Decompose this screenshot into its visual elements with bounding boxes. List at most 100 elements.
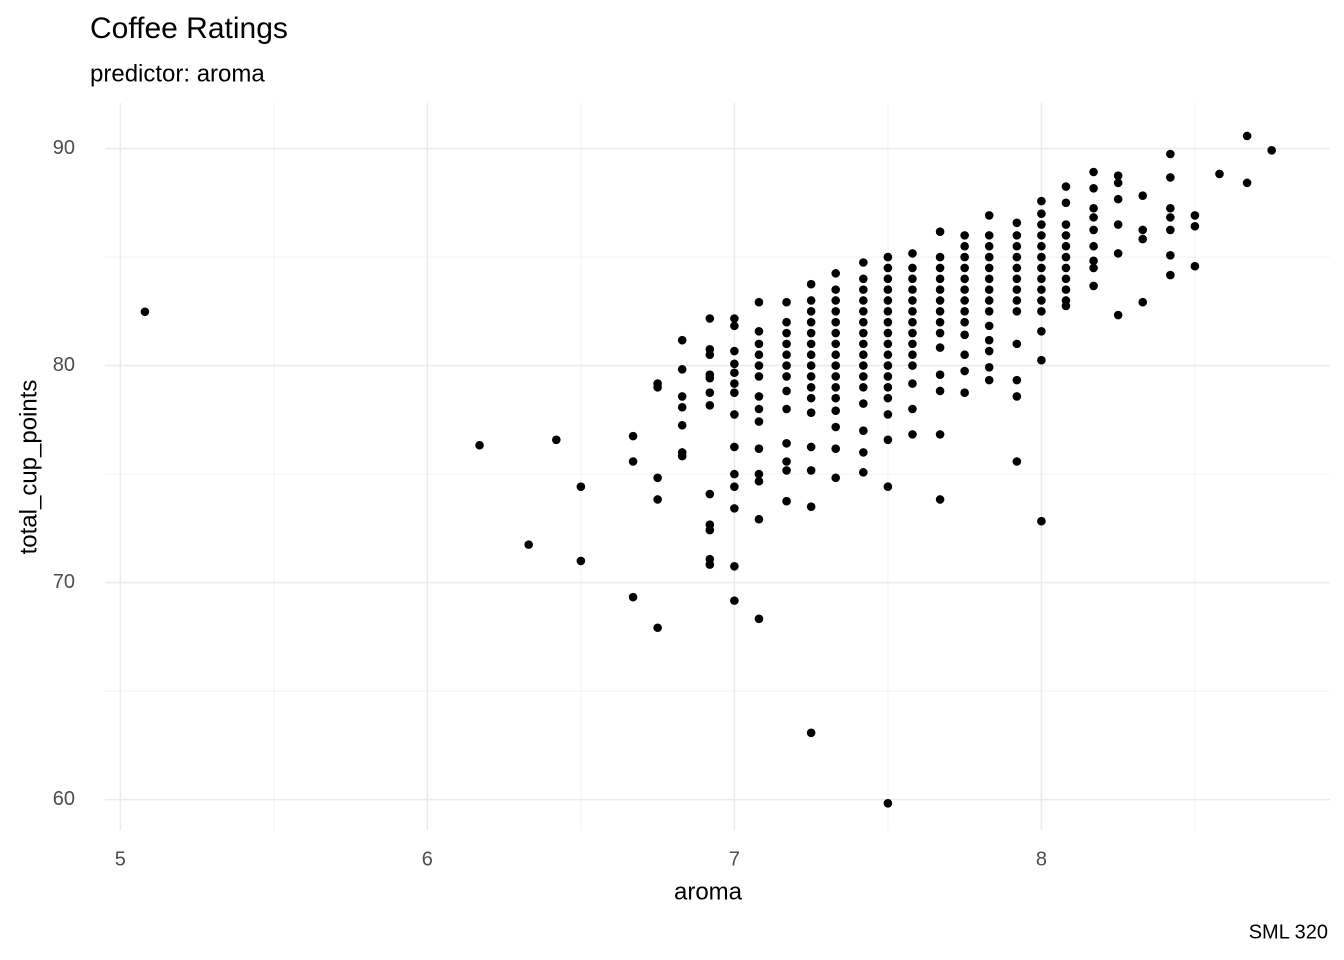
point (1089, 225, 1098, 235)
point (883, 328, 893, 338)
point (859, 285, 868, 294)
y-axis-title: total_cup_points (15, 380, 42, 555)
point (883, 410, 893, 419)
point (984, 363, 994, 372)
point (806, 393, 816, 403)
point (1138, 191, 1148, 200)
point (831, 406, 841, 416)
point (806, 296, 816, 305)
point (831, 422, 841, 432)
point (935, 285, 945, 294)
point (1012, 274, 1022, 284)
point (782, 350, 791, 360)
point (705, 388, 715, 398)
point (653, 623, 662, 633)
point (831, 339, 841, 349)
point (677, 420, 687, 430)
y-tick-label: 80 (53, 354, 75, 376)
point (883, 799, 893, 808)
point (1037, 285, 1046, 294)
point (1089, 183, 1098, 193)
point (524, 540, 533, 549)
point (984, 252, 994, 262)
point (859, 448, 868, 457)
point (883, 285, 893, 294)
point (754, 417, 764, 426)
point (908, 317, 917, 327)
point (1037, 296, 1046, 305)
point (1242, 178, 1252, 188)
point (1242, 131, 1252, 141)
point (1037, 307, 1046, 316)
point (960, 317, 969, 327)
point (984, 321, 994, 331)
point (1037, 516, 1046, 526)
point (859, 339, 868, 349)
point (1138, 297, 1148, 307)
point (754, 339, 764, 349)
point (883, 274, 893, 284)
point (831, 372, 841, 381)
point (806, 372, 816, 381)
point (1037, 274, 1046, 284)
point (806, 728, 816, 738)
point (475, 440, 484, 450)
point (1012, 457, 1022, 466)
point (754, 361, 764, 370)
point (1061, 301, 1071, 311)
point (1037, 263, 1046, 273)
point (1190, 211, 1200, 220)
point (908, 404, 917, 414)
point (831, 473, 841, 483)
point (984, 274, 994, 284)
point (806, 307, 816, 316)
point (960, 274, 969, 284)
point (935, 307, 945, 316)
point (1166, 213, 1175, 222)
point (782, 328, 791, 338)
point (677, 392, 687, 401)
point (1037, 355, 1046, 365)
point (935, 252, 945, 262)
point (883, 317, 893, 327)
x-tick-label: 8 (1036, 848, 1047, 870)
point (1061, 220, 1071, 229)
point (552, 435, 561, 445)
point (883, 382, 893, 392)
x-tick-label: 5 (115, 848, 126, 870)
point (984, 231, 994, 240)
point (806, 339, 816, 349)
point (908, 361, 917, 370)
point (653, 382, 662, 392)
point (1061, 252, 1071, 262)
point (908, 379, 917, 388)
point (705, 560, 715, 569)
point (859, 317, 868, 327)
point (806, 466, 816, 475)
point (1113, 220, 1123, 229)
point (730, 321, 739, 331)
y-tick-label: 90 (53, 137, 75, 159)
point (730, 469, 739, 479)
point (831, 328, 841, 338)
point (859, 372, 868, 381)
point (908, 274, 917, 284)
point (984, 307, 994, 316)
point (1012, 231, 1022, 240)
point (859, 468, 868, 477)
point (1138, 234, 1148, 244)
point (1166, 173, 1175, 182)
point (883, 361, 893, 370)
point (1089, 256, 1098, 266)
point (806, 408, 816, 417)
point (935, 495, 945, 504)
point (960, 366, 969, 376)
point (677, 451, 687, 461)
point (984, 285, 994, 294)
point (754, 350, 764, 360)
point (859, 399, 868, 408)
point (859, 382, 868, 392)
point (1037, 231, 1046, 240)
point (730, 359, 739, 369)
